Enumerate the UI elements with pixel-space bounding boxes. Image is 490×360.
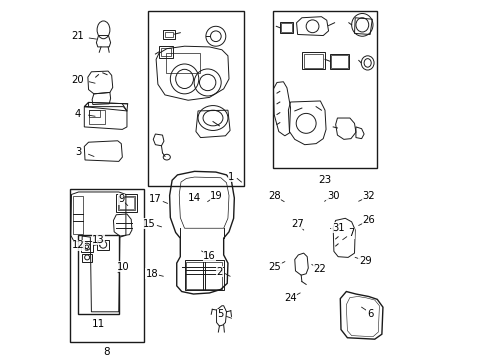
- Text: 19: 19: [210, 190, 223, 201]
- Text: 32: 32: [363, 190, 375, 201]
- Text: 1: 1: [228, 172, 235, 182]
- Text: 5: 5: [218, 309, 224, 319]
- Text: 20: 20: [72, 75, 84, 85]
- Bar: [331, 55, 348, 68]
- Bar: [89, 110, 105, 124]
- Text: 17: 17: [149, 194, 162, 204]
- Bar: [78, 235, 119, 314]
- Bar: [302, 52, 325, 69]
- Bar: [280, 22, 294, 33]
- Bar: [148, 11, 245, 185]
- Text: 25: 25: [269, 262, 281, 272]
- Text: 31: 31: [332, 222, 344, 233]
- Bar: [159, 46, 173, 58]
- Text: 6: 6: [367, 309, 373, 319]
- Text: 7: 7: [348, 228, 355, 238]
- Text: 27: 27: [291, 219, 304, 229]
- Bar: [73, 195, 82, 234]
- Bar: [119, 197, 134, 209]
- Bar: [163, 30, 174, 39]
- Bar: [70, 189, 144, 342]
- Text: 30: 30: [327, 190, 340, 201]
- Text: 4: 4: [75, 109, 81, 119]
- Text: 9: 9: [118, 194, 124, 204]
- Text: 11: 11: [92, 319, 105, 329]
- Bar: [185, 260, 223, 291]
- Text: 13: 13: [92, 235, 105, 244]
- Bar: [186, 262, 222, 289]
- Bar: [82, 254, 92, 262]
- Text: 29: 29: [359, 256, 371, 266]
- Text: 22: 22: [313, 265, 326, 274]
- Text: 24: 24: [284, 293, 297, 303]
- Text: 18: 18: [146, 269, 158, 279]
- Bar: [166, 53, 200, 73]
- Text: 12: 12: [72, 240, 85, 250]
- Bar: [304, 54, 323, 68]
- Bar: [98, 240, 109, 249]
- Text: 16: 16: [203, 251, 216, 261]
- Bar: [116, 194, 137, 212]
- Text: 26: 26: [362, 215, 375, 225]
- Text: 8: 8: [104, 347, 110, 357]
- Text: 23: 23: [318, 175, 332, 185]
- Text: 15: 15: [144, 219, 156, 229]
- Bar: [273, 11, 377, 168]
- Text: 2: 2: [216, 267, 222, 276]
- Text: 3: 3: [75, 147, 81, 157]
- Text: 21: 21: [72, 31, 84, 41]
- Text: 14: 14: [188, 193, 201, 203]
- Bar: [281, 23, 292, 32]
- Text: 10: 10: [117, 262, 130, 272]
- Bar: [330, 54, 349, 69]
- Bar: [161, 48, 171, 56]
- Bar: [118, 196, 136, 210]
- Bar: [165, 32, 173, 37]
- Text: 28: 28: [268, 190, 280, 201]
- Bar: [81, 241, 93, 252]
- Bar: [89, 110, 100, 117]
